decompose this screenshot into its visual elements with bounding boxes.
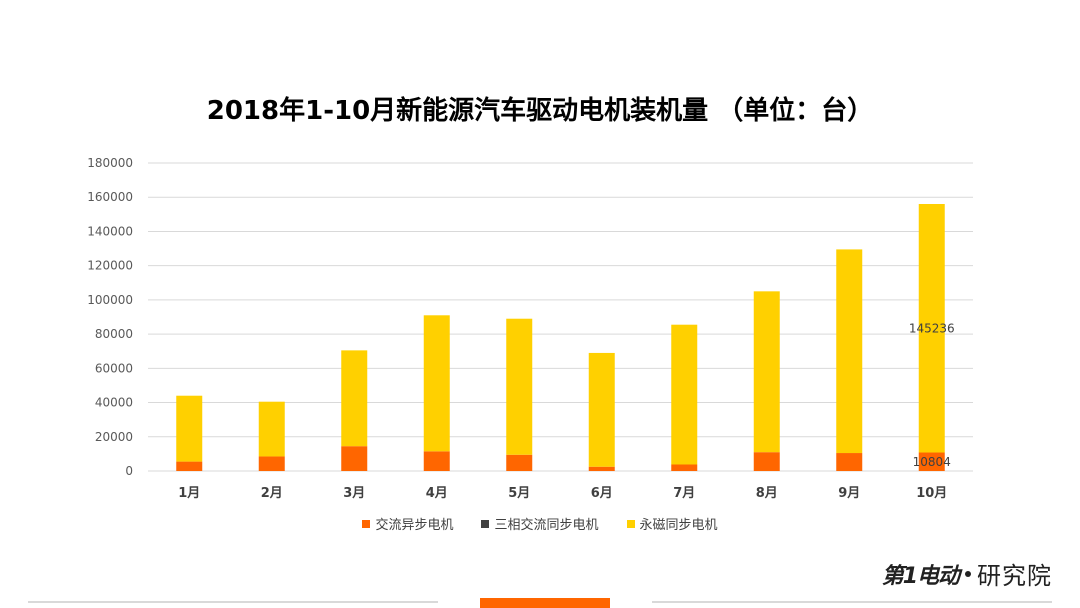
brand-logo: 第1电动 研究院 (882, 556, 1052, 591)
x-tick-label-5: 6月 (591, 486, 613, 501)
data-label-1: 10804 (913, 455, 951, 469)
legend-swatch-three-phase (481, 519, 490, 528)
x-tick-label-9: 10月 (916, 486, 947, 501)
bar-2-2 (341, 350, 368, 447)
x-tick-label-4: 5月 (508, 486, 530, 501)
footer-line-left (28, 601, 438, 603)
bar-0-0 (176, 461, 203, 471)
bar-0-1 (258, 456, 285, 471)
bar-0-9 (918, 452, 945, 471)
bar-0-7 (753, 452, 780, 471)
x-tick-label-7: 8月 (756, 486, 778, 501)
y-tick-label-8: 160000 (87, 190, 133, 204)
bar-0-2 (341, 446, 368, 471)
bar-0-8 (836, 453, 863, 471)
x-tick-label-1: 2月 (261, 486, 283, 501)
y-tick-label-1: 20000 (95, 430, 133, 444)
y-tick-label-0: 0 (125, 464, 133, 478)
bar-2-5 (588, 352, 615, 467)
data-label-0: 145236 (909, 321, 955, 335)
bar-0-4 (506, 454, 533, 471)
y-tick-label-2: 40000 (95, 396, 133, 410)
x-tick-label-2: 3月 (343, 486, 365, 501)
x-tick-label-6: 7月 (673, 486, 695, 501)
y-tick-label-9: 180000 (87, 156, 133, 170)
bar-0-6 (671, 464, 698, 471)
bar-2-3 (423, 315, 450, 452)
bar-2-4 (506, 318, 533, 455)
footer-accent (480, 598, 610, 608)
legend-label-three-phase: 三相交流同步电机 (494, 518, 599, 533)
footer-line-right (652, 601, 1052, 603)
y-tick-label-3: 60000 (95, 361, 133, 375)
bar-0-5 (588, 466, 615, 471)
bar-2-6 (671, 324, 698, 465)
chart-legend: 交流异步电机 三相交流同步电机 永磁同步电机 (0, 514, 1080, 533)
legend-label-async: 交流异步电机 (375, 518, 454, 533)
y-tick-label-7: 140000 (87, 224, 133, 238)
brand-mark: 第1电动 (881, 563, 960, 589)
legend-item-three-phase: 三相交流同步电机 (481, 514, 599, 533)
y-tick-label-4: 80000 (95, 327, 133, 341)
brand-name: 研究院 (977, 562, 1052, 590)
bar-2-1 (258, 401, 285, 457)
bar-2-8 (836, 249, 863, 454)
x-tick-label-8: 9月 (838, 486, 860, 501)
legend-swatch-permanent-magnet (626, 519, 635, 528)
y-tick-label-6: 120000 (87, 259, 133, 273)
legend-item-async: 交流异步电机 (362, 514, 453, 533)
legend-item-permanent-magnet: 永磁同步电机 (626, 514, 718, 533)
bar-0-3 (423, 451, 450, 471)
legend-swatch-async (362, 519, 371, 528)
chart-title: 2018年1-10月新能源汽车驱动电机装机量 （单位：台） (206, 96, 874, 126)
bar-2-9 (918, 203, 945, 453)
x-tick-label-0: 1月 (178, 486, 200, 501)
brand-dot (965, 570, 971, 577)
y-tick-label-5: 100000 (87, 293, 133, 307)
x-tick-label-3: 4月 (426, 486, 448, 501)
legend-label-permanent-magnet: 永磁同步电机 (639, 518, 718, 533)
bar-2-0 (176, 395, 203, 462)
bar-2-7 (753, 291, 780, 453)
